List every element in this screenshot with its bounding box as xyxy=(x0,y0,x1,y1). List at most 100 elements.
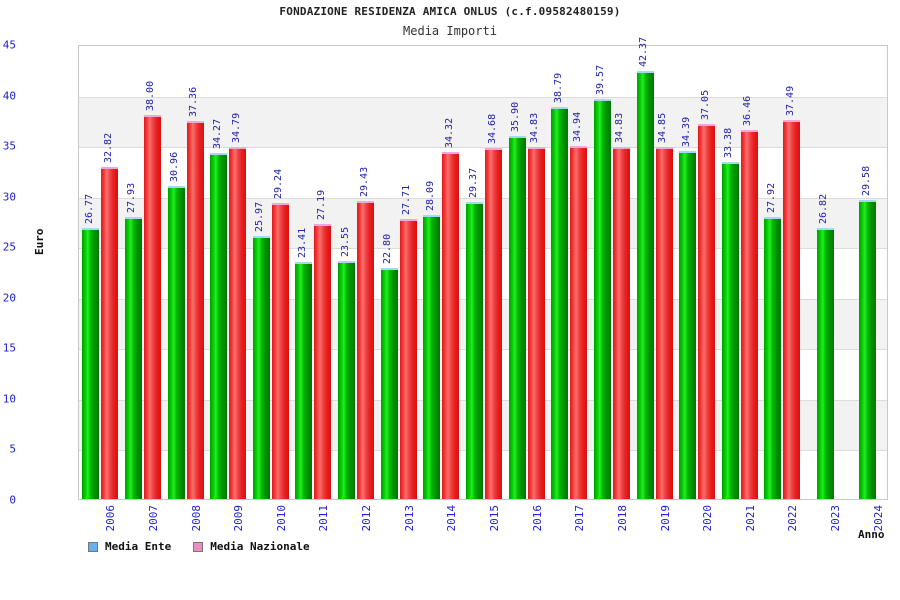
legend-item-media-nazionale[interactable]: Media Nazionale xyxy=(193,540,310,553)
bar-media-ente-2010[interactable]: 25.97 xyxy=(252,202,270,499)
bar-media-ente-2012[interactable]: 23.55 xyxy=(338,227,356,499)
bar-media-ente-2006[interactable]: 26.77 xyxy=(82,194,100,499)
gridline xyxy=(79,450,887,452)
bar-value-label: 34.83 xyxy=(614,112,626,143)
bar-media-ente-2013[interactable]: 22.80 xyxy=(380,234,398,499)
bar-media-nazionale-2012[interactable]: 29.43 xyxy=(357,167,375,499)
bar-value-label: 34.85 xyxy=(657,112,669,143)
x-axis-tick-label: 2008 xyxy=(189,505,203,532)
legend-swatch-icon xyxy=(193,541,204,552)
bar-value-label: 22.80 xyxy=(382,234,394,265)
bar-media-ente-2014[interactable]: 28.09 xyxy=(423,181,441,499)
bar-value-label: 23.41 xyxy=(296,228,308,259)
x-axis-tick-label: 2009 xyxy=(232,505,246,532)
bar-value-label: 34.68 xyxy=(486,114,498,145)
x-axis-tick-label: 2016 xyxy=(530,505,544,532)
bar-value-label: 29.37 xyxy=(467,167,479,199)
bar-media-ente-2017[interactable]: 38.79 xyxy=(551,73,569,499)
bar-value-label: 30.96 xyxy=(169,151,181,182)
bar-value-label: 29.24 xyxy=(273,169,285,200)
y-axis-tick-label: 15 xyxy=(2,341,16,355)
bar-value-label: 26.77 xyxy=(83,194,95,225)
x-axis-tick-label: 2023 xyxy=(829,505,843,532)
bar-media-nazionale-2007[interactable]: 38.00 xyxy=(143,81,161,499)
bar-media-ente-2011[interactable]: 23.41 xyxy=(295,228,313,499)
x-axis-label: Anno xyxy=(858,528,885,541)
bar-media-ente-2021[interactable]: 33.38 xyxy=(721,127,739,499)
bar-media-nazionale-2022[interactable]: 37.49 xyxy=(783,86,801,499)
y-axis-tick-label: 35 xyxy=(2,139,16,153)
bar-media-nazionale-2017[interactable]: 34.94 xyxy=(570,112,588,499)
bar-value-label: 34.27 xyxy=(211,118,223,149)
bar-media-nazionale-2011[interactable]: 27.19 xyxy=(314,190,332,499)
x-axis-tick-label: 2012 xyxy=(360,505,374,532)
y-axis-tick-label: 5 xyxy=(9,442,16,456)
bar-media-ente-2020[interactable]: 34.39 xyxy=(679,117,697,499)
bar-value-label: 39.57 xyxy=(595,64,607,95)
y-axis-tick-label: 25 xyxy=(2,240,16,254)
x-axis-tick-label: 2020 xyxy=(701,505,715,532)
bar-value-label: 34.94 xyxy=(571,111,583,142)
bar-value-label: 29.58 xyxy=(860,165,872,196)
bar-value-label: 27.93 xyxy=(126,182,138,213)
bar-media-nazionale-2010[interactable]: 29.24 xyxy=(271,169,289,499)
legend-swatch-icon xyxy=(88,541,98,552)
bar-value-label: 26.82 xyxy=(818,193,830,224)
bar-media-ente-2007[interactable]: 27.93 xyxy=(124,183,142,499)
bar-media-nazionale-2009[interactable]: 34.79 xyxy=(229,113,247,499)
chart-subtitle: Media Importi xyxy=(403,24,497,38)
y-axis-tick-label: 10 xyxy=(2,392,16,406)
bar-value-label: 34.79 xyxy=(230,113,242,144)
bar-value-label: 34.32 xyxy=(443,117,455,148)
legend-label: Media Nazionale xyxy=(210,540,310,553)
bar-media-ente-2019[interactable]: 42.37 xyxy=(636,36,654,499)
gridline xyxy=(79,298,887,300)
bar-media-ente-2008[interactable]: 30.96 xyxy=(167,152,185,499)
bar-media-nazionale-2015[interactable]: 34.68 xyxy=(485,114,502,499)
legend-item-media-ente[interactable]: Media Ente xyxy=(88,540,171,553)
bar-media-nazionale-2019[interactable]: 34.85 xyxy=(655,113,673,499)
bar-media-nazionale-2013[interactable]: 27.71 xyxy=(399,185,417,499)
x-axis-tick-label: 2011 xyxy=(317,505,331,532)
bar-media-ente-2009[interactable]: 34.27 xyxy=(210,118,228,499)
y-axis-label: Euro xyxy=(33,228,46,256)
chart-title: FONDAZIONE RESIDENZA AMICA ONLUS (c.f.09… xyxy=(279,5,621,18)
bar-media-ente-2015[interactable]: 29.37 xyxy=(466,168,483,499)
bar-media-nazionale-2016[interactable]: 34.83 xyxy=(527,113,545,499)
bar-value-label: 42.37 xyxy=(638,36,650,67)
bar-value-label: 27.71 xyxy=(401,184,413,215)
bar-media-ente-2024[interactable]: 29.58 xyxy=(859,166,877,499)
bar-value-label: 37.05 xyxy=(699,90,711,121)
bar-media-nazionale-2006[interactable]: 32.82 xyxy=(101,133,119,499)
bar-media-ente-2022[interactable]: 27.92 xyxy=(764,183,782,499)
y-axis-tick-label: 45 xyxy=(2,38,16,52)
y-axis-tick-label: 0 xyxy=(9,493,16,507)
gridline xyxy=(79,349,887,351)
bar-value-label: 36.46 xyxy=(742,96,754,127)
bar-value-label: 35.90 xyxy=(510,101,522,133)
bar-media-nazionale-2014[interactable]: 34.32 xyxy=(442,118,460,499)
bar-media-nazionale-2018[interactable]: 34.83 xyxy=(612,113,630,499)
bar-value-label: 37.49 xyxy=(784,85,796,116)
bar-value-label: 33.38 xyxy=(723,127,735,158)
bar-value-label: 23.55 xyxy=(339,226,351,257)
bar-media-nazionale-2020[interactable]: 37.05 xyxy=(698,90,716,499)
x-axis-tick-label: 2007 xyxy=(146,505,160,532)
y-axis-tick-label: 30 xyxy=(2,190,16,204)
gridline xyxy=(79,147,887,149)
x-axis-tick-label: 2015 xyxy=(488,505,501,532)
y-axis-tick-label: 40 xyxy=(2,89,16,103)
bar-media-ente-2016[interactable]: 35.90 xyxy=(508,102,526,499)
bar-value-label: 38.00 xyxy=(145,80,157,111)
bar-media-nazionale-2008[interactable]: 37.36 xyxy=(186,87,204,499)
bar-value-label: 25.97 xyxy=(254,202,266,233)
bar-media-ente-2023[interactable]: 26.82 xyxy=(816,194,834,499)
bar-media-nazionale-2021[interactable]: 36.46 xyxy=(740,96,758,499)
bar-media-ente-2018[interactable]: 39.57 xyxy=(593,65,611,499)
gridline xyxy=(79,197,887,199)
legend-label: Media Ente xyxy=(105,540,172,553)
x-axis-tick-label: 2019 xyxy=(658,505,672,532)
bar-value-label: 38.79 xyxy=(552,72,564,103)
x-axis-tick-label: 2010 xyxy=(274,505,288,532)
x-axis-tick-label: 2014 xyxy=(445,505,459,532)
